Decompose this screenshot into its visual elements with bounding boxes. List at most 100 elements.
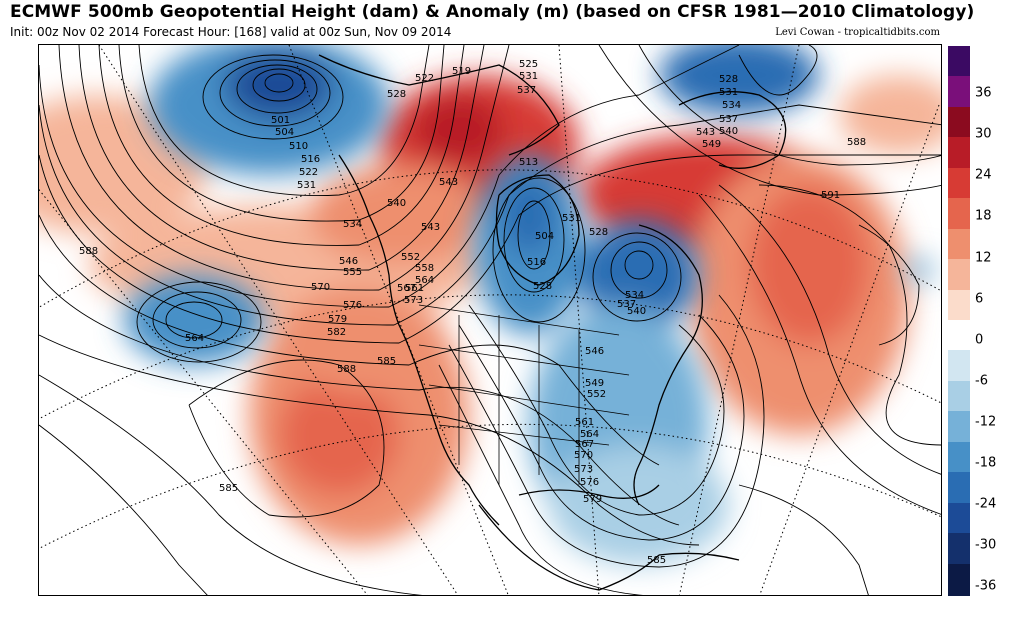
colorbar-swatch bbox=[948, 106, 970, 139]
contour-label: 504 bbox=[275, 127, 294, 138]
contour-label: 522 bbox=[415, 73, 434, 84]
contour-label: 543 bbox=[696, 127, 715, 138]
contour-label: 534 bbox=[625, 290, 644, 301]
coastline-hudson-bay bbox=[495, 174, 580, 286]
colorbar-tick-label: -24 bbox=[975, 496, 997, 512]
anomaly-north-pacific-low bbox=[124, 275, 264, 365]
contour-label: 501 bbox=[271, 115, 290, 126]
contour-label: 534 bbox=[343, 219, 362, 230]
colorbar-swatch bbox=[948, 76, 970, 109]
contour-label: 558 bbox=[415, 263, 434, 274]
contour-label: 576 bbox=[343, 300, 362, 311]
colorbar-swatch bbox=[948, 228, 970, 261]
credit-text: Levi Cowan - tropicaltidbits.com bbox=[775, 27, 940, 38]
coastline-alaska bbox=[318, 54, 560, 156]
contour-label: 573 bbox=[574, 464, 593, 475]
contour-label: 564 bbox=[185, 333, 204, 344]
coastline-greenland bbox=[678, 91, 787, 169]
coastline-west bbox=[338, 154, 500, 526]
colorbar-tick-label: -6 bbox=[975, 373, 988, 389]
contour-label: 525 bbox=[519, 59, 538, 70]
contour-label: 561 bbox=[405, 283, 424, 294]
contour-label: 546 bbox=[585, 346, 604, 357]
chart-title: ECMWF 500mb Geopotential Height (dam) & … bbox=[10, 2, 975, 22]
anomaly-hudson-bay-low-core bbox=[501, 175, 557, 255]
contour-label: 510 bbox=[289, 141, 308, 152]
coastline-cuba bbox=[658, 552, 740, 561]
contour-label: 564 bbox=[580, 429, 599, 440]
contour-label: 570 bbox=[574, 450, 593, 461]
contour-label: 570 bbox=[311, 282, 330, 293]
contour-label: 522 bbox=[299, 167, 318, 178]
contour-label: 561 bbox=[575, 417, 594, 428]
contour-label: 543 bbox=[439, 177, 458, 188]
contour-label: 516 bbox=[527, 257, 546, 268]
colorbar-swatch bbox=[948, 380, 970, 413]
colorbar-swatch bbox=[948, 502, 970, 535]
anomaly-southwest-warm bbox=[289, 295, 449, 395]
chart-subtitle: Init: 00z Nov 02 2014 Forecast Hour: [16… bbox=[10, 25, 452, 39]
anomaly-alaska-ridge-core bbox=[414, 95, 504, 165]
contour-label: 531 bbox=[562, 213, 581, 224]
height-contours bbox=[39, 45, 941, 595]
contour-label: 591 bbox=[821, 190, 840, 201]
contour-label: 576 bbox=[580, 477, 599, 488]
contour-label: 534 bbox=[722, 100, 741, 111]
contour-label: 585 bbox=[219, 483, 238, 494]
colorbar-tick-label: -36 bbox=[975, 578, 997, 594]
contour-label: 564 bbox=[415, 275, 434, 286]
contour-label: 504 bbox=[535, 231, 554, 242]
anomaly-east-atlantic-warm bbox=[839, 75, 941, 155]
coastlines bbox=[318, 54, 787, 591]
colorbar-tick-label: -30 bbox=[975, 537, 997, 553]
anomaly-shading bbox=[39, 75, 941, 545]
contour-label: 573 bbox=[404, 295, 423, 306]
coastline-east bbox=[633, 224, 703, 506]
contour-label: 537 bbox=[719, 114, 738, 125]
colorbar-swatch bbox=[948, 441, 970, 474]
contour-label: 549 bbox=[702, 139, 721, 150]
colorbar-tick-label: 24 bbox=[975, 167, 992, 183]
colorbar-swatch bbox=[948, 137, 970, 170]
contour-label: 537 bbox=[517, 85, 536, 96]
coastline-mexico bbox=[478, 504, 660, 591]
contour-label: 513 bbox=[519, 157, 538, 168]
colorbar-swatch bbox=[948, 167, 970, 200]
state-borders bbox=[418, 304, 630, 485]
colorbar-swatch bbox=[948, 259, 970, 292]
colorbar-tick-label: 0 bbox=[975, 332, 984, 348]
contour-label: 528 bbox=[387, 89, 406, 100]
colorbar-swatch bbox=[948, 289, 970, 322]
anomaly-great-lakes-low bbox=[579, 220, 699, 330]
contour-label: 588 bbox=[847, 137, 866, 148]
colorbar-swatch bbox=[948, 411, 970, 444]
contour-label: 531 bbox=[297, 180, 316, 191]
coastline-gulf bbox=[518, 484, 660, 499]
colorbar-swatch bbox=[948, 350, 970, 383]
colorbar-swatch bbox=[948, 320, 970, 353]
contour-label: 528 bbox=[589, 227, 608, 238]
contour-label: 519 bbox=[452, 66, 471, 77]
colorbar-swatch bbox=[948, 198, 970, 231]
contour-label: 543 bbox=[421, 222, 440, 233]
colorbar-swatch bbox=[948, 46, 970, 79]
contour-label: 579 bbox=[328, 314, 347, 325]
graticule bbox=[39, 45, 941, 595]
contour-label: 540 bbox=[627, 306, 646, 317]
colorbar-tick-label: 6 bbox=[975, 291, 984, 307]
contour-label: 540 bbox=[719, 126, 738, 137]
contour-label: 567 bbox=[397, 283, 416, 294]
anomaly-gulf-of-alaska-low-core bbox=[224, 50, 334, 120]
contour-label: 516 bbox=[301, 154, 320, 165]
colorbar-tick-label: 18 bbox=[975, 208, 992, 224]
colorbar-tick-label: -18 bbox=[975, 455, 997, 471]
anomaly-colorbar bbox=[948, 46, 970, 596]
contour-label: 579 bbox=[583, 494, 602, 505]
contour-label: 531 bbox=[719, 87, 738, 98]
contour-label: 555 bbox=[343, 267, 362, 278]
colorbar-swatch bbox=[948, 533, 970, 566]
anomaly-canada-warm bbox=[309, 165, 489, 265]
colorbar-swatch bbox=[948, 563, 970, 596]
contour-label: 588 bbox=[79, 246, 98, 257]
contour-label: 528 bbox=[719, 74, 738, 85]
